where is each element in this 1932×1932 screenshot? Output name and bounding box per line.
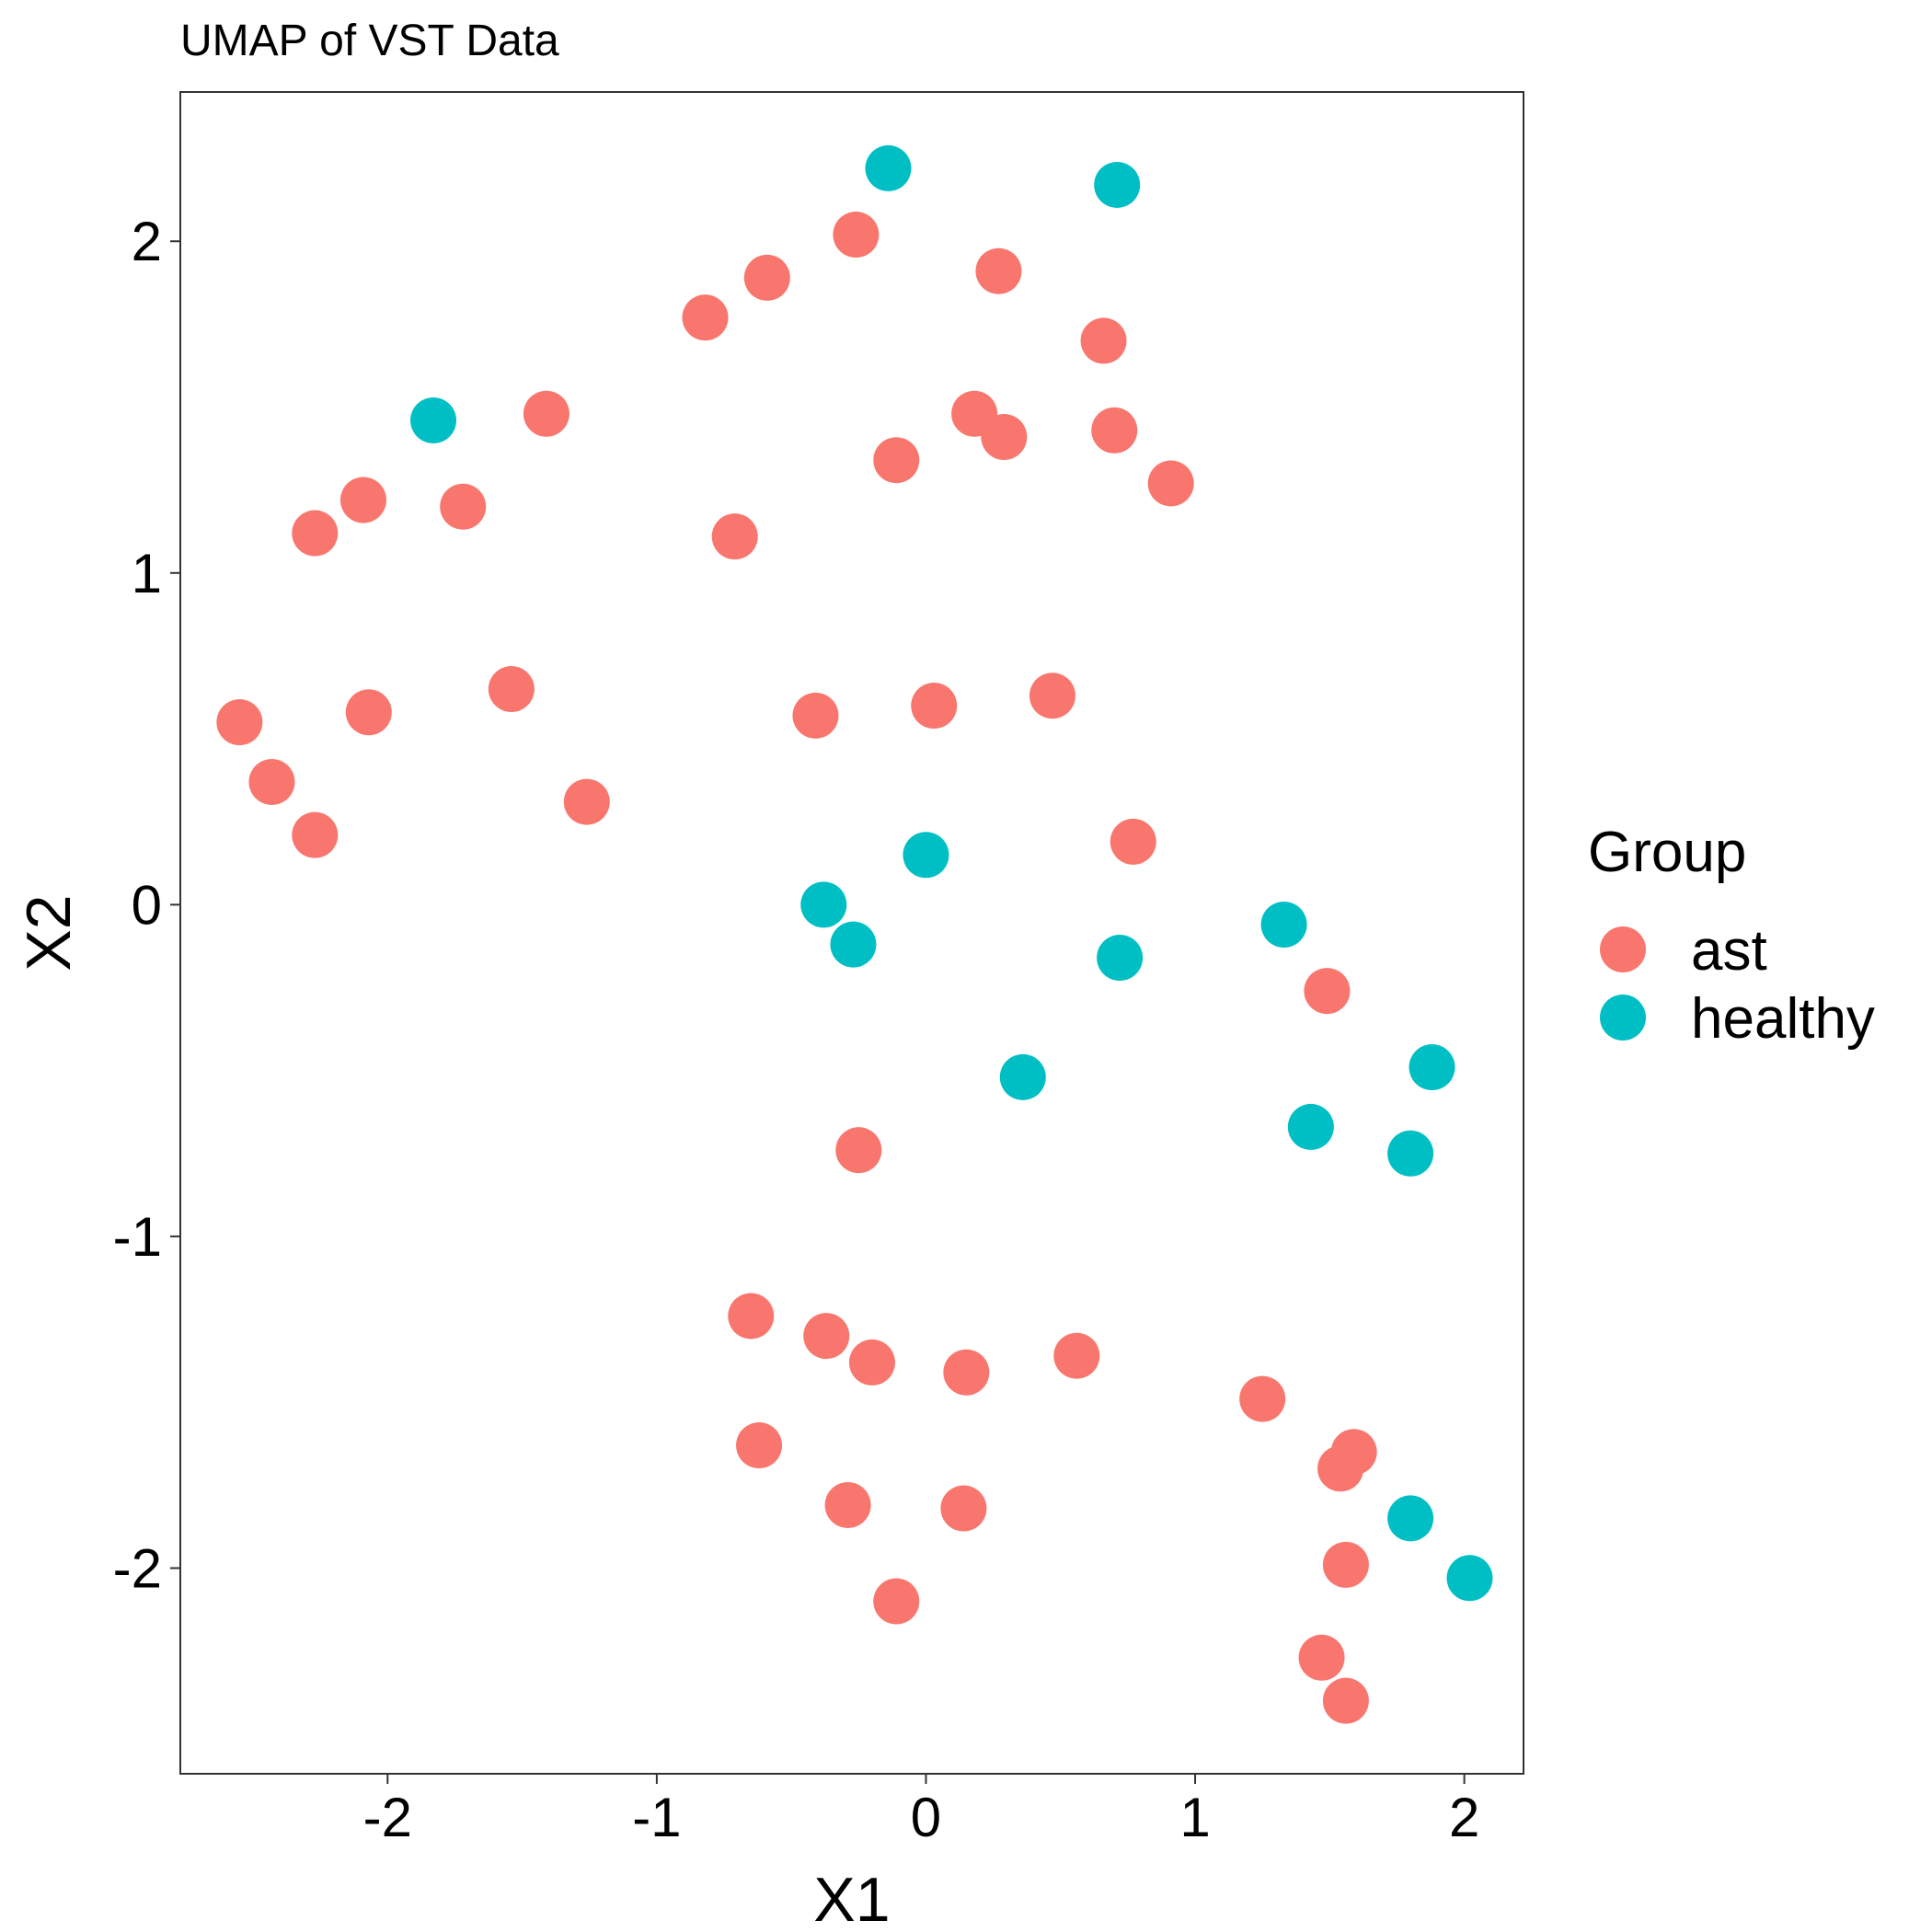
point-ast [1029,673,1075,719]
point-ast [1080,317,1127,364]
point-ast [1322,1677,1369,1724]
point-ast [792,692,839,739]
point-healthy [1446,1555,1493,1602]
y-tick-label: 0 [132,874,162,936]
point-ast [292,510,339,557]
point-ast [248,758,295,805]
point-ast [943,1349,990,1396]
y-tick-label: 2 [132,211,162,272]
y-tick-label: -1 [113,1206,162,1268]
point-ast [523,390,569,437]
point-ast [1053,1332,1100,1379]
point-ast [1317,1445,1364,1492]
point-ast [1322,1541,1369,1588]
point-ast [488,665,535,712]
points-layer [216,144,1493,1724]
point-ast [911,683,958,730]
legend-key-healthy [1600,995,1646,1041]
point-ast [981,413,1028,460]
x-tick-label: 0 [911,1787,941,1848]
point-ast [728,1293,775,1340]
point-ast [940,1485,987,1532]
point-ast [440,483,487,530]
point-healthy [1409,1044,1455,1091]
x-tick-label: 2 [1449,1787,1479,1848]
y-axis: -2 -1 0 1 2 [113,211,180,1599]
point-healthy [865,144,912,191]
point-ast [292,811,339,858]
y-tick-label: 1 [132,543,162,604]
x-tick-label: -1 [632,1787,681,1848]
point-healthy [1094,161,1141,208]
legend-key-ast [1600,926,1646,972]
point-ast [873,1578,920,1625]
point-healthy [903,832,949,879]
point-healthy [410,397,457,443]
point-ast [833,212,880,259]
point-ast [835,1127,882,1174]
point-ast [743,254,790,301]
point-ast [339,477,386,523]
x-axis-title: X1 [813,1865,890,1932]
point-healthy [1387,1130,1434,1177]
point-ast [1298,1634,1345,1681]
point-ast [711,513,758,560]
point-healthy [830,921,877,968]
point-ast [682,294,729,341]
x-tick-label: -2 [363,1787,412,1848]
legend-title: Group [1588,821,1746,884]
point-ast [1091,407,1138,454]
point-ast [873,437,920,484]
point-ast [563,778,610,825]
point-ast [1304,968,1351,1015]
point-ast [1239,1375,1286,1422]
chart-title: UMAP of VST Data [180,17,559,65]
x-axis: -2 -1 0 1 2 [363,1774,1479,1848]
point-healthy [800,881,847,928]
y-tick-label: -2 [113,1537,162,1599]
point-ast [736,1422,783,1469]
point-ast [1110,818,1156,865]
point-ast [1147,460,1194,507]
point-healthy [999,1053,1046,1100]
x-tick-label: 1 [1179,1787,1210,1848]
point-ast [848,1339,895,1386]
point-ast [824,1481,871,1528]
legend-label-ast: ast [1691,919,1767,983]
point-ast [345,689,392,736]
point-healthy [1287,1103,1334,1150]
y-axis-title: X2 [14,894,84,971]
point-ast [803,1313,850,1360]
point-healthy [1260,901,1307,948]
point-ast [975,247,1022,294]
point-ast [216,699,263,746]
point-healthy [1387,1495,1434,1542]
legend-label-healthy: healthy [1691,987,1875,1051]
point-healthy [1097,935,1144,982]
